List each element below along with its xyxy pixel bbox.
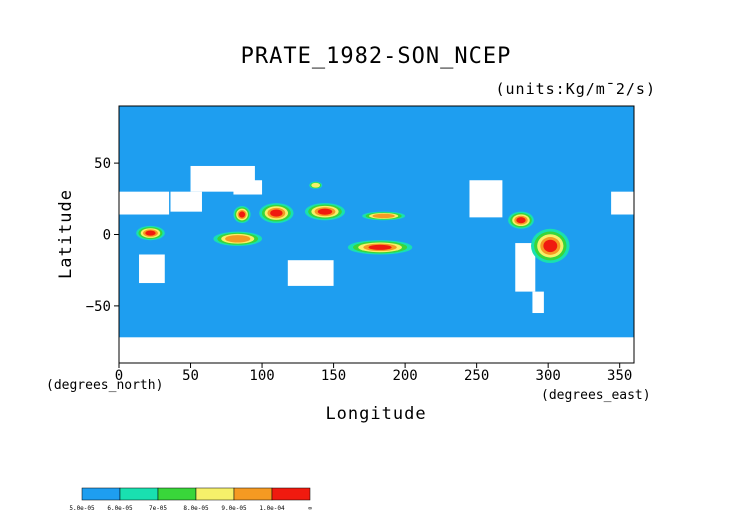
x-tick-label-150: 150	[321, 368, 346, 384]
missing-arabia	[170, 191, 202, 212]
x-axis-note: (degrees_north)	[46, 378, 164, 393]
x-axis-label: Longitude	[325, 404, 427, 424]
missing-sahara	[119, 191, 170, 215]
precip-indian-ocean-itcz-level-4	[225, 235, 251, 243]
colorbar-swatch-0	[81, 487, 121, 501]
units-label: (units:Kg/m¯2/s)	[495, 80, 656, 98]
precip-central-africa-level-5	[145, 230, 156, 236]
precip-spcz-level-5	[368, 244, 392, 250]
colorbar-label-3: 8.0e-05	[183, 505, 209, 512]
plot-area	[118, 105, 635, 364]
x-tick-label-100: 100	[249, 368, 274, 384]
colorbar-swatch-3	[195, 487, 235, 501]
colorbar-label-2: 7e-05	[149, 505, 167, 512]
x-tick-label-50: 50	[182, 368, 199, 384]
colorbar-swatch-1	[119, 487, 159, 501]
precip-north-pacific-itcz-level-4	[372, 213, 395, 219]
colorbar-label-4: 9.0e-05	[221, 505, 247, 512]
precip-bay-of-bengal-level-5	[238, 211, 246, 218]
precip-japan-level-3	[311, 182, 321, 188]
axis-ticks: 0 50 100 150 200 250 300 350 50 0 −50	[86, 156, 633, 384]
y-tick-label-0: 0	[103, 228, 111, 244]
colorbar-swatch-4	[233, 487, 273, 501]
precip-amazon-level-5	[543, 239, 558, 253]
missing-australia	[287, 260, 334, 286]
colorbar-label-5: 1.0e-04	[259, 505, 285, 512]
colorbar-label-6: ∞	[308, 505, 312, 512]
precip-nw-pacific-level-5	[317, 208, 333, 215]
missing-patagonia	[532, 291, 544, 314]
x-tick-label-300: 300	[536, 368, 561, 384]
colorbar-swatch-5	[271, 487, 311, 501]
missing-western-us-mexico	[469, 180, 503, 218]
precip-central-america-level-5	[516, 217, 526, 224]
missing-antarctica	[119, 337, 634, 363]
colorbar-label-1: 6.0e-05	[107, 505, 133, 512]
missing-southern-africa	[139, 254, 165, 284]
x-tick-label-200: 200	[392, 368, 417, 384]
x-tick-label-0: 0	[115, 368, 123, 384]
colorbar: 5.0e-05 6.0e-05 7e-05 8.0e-05 9.0e-05 1.0e-04…	[69, 487, 312, 512]
colorbar-label-0: 5.0e-05	[69, 505, 95, 512]
colorbar-swatch-2	[157, 487, 197, 501]
x-tick-label-350: 350	[607, 368, 632, 384]
chart-title: PRATE_1982-SON_NCEP	[240, 44, 512, 69]
x-tick-label-250: 250	[464, 368, 489, 384]
missing-sahara	[611, 191, 634, 215]
x-axis-unit: (degrees_east)	[541, 388, 651, 403]
precip-indochina-south-china-sea-level-5	[270, 209, 283, 217]
y-tick-label-50: 50	[94, 156, 111, 172]
y-tick-label--50: −50	[86, 299, 111, 315]
missing-south-america-west	[515, 243, 536, 292]
missing-tibet	[233, 180, 263, 195]
